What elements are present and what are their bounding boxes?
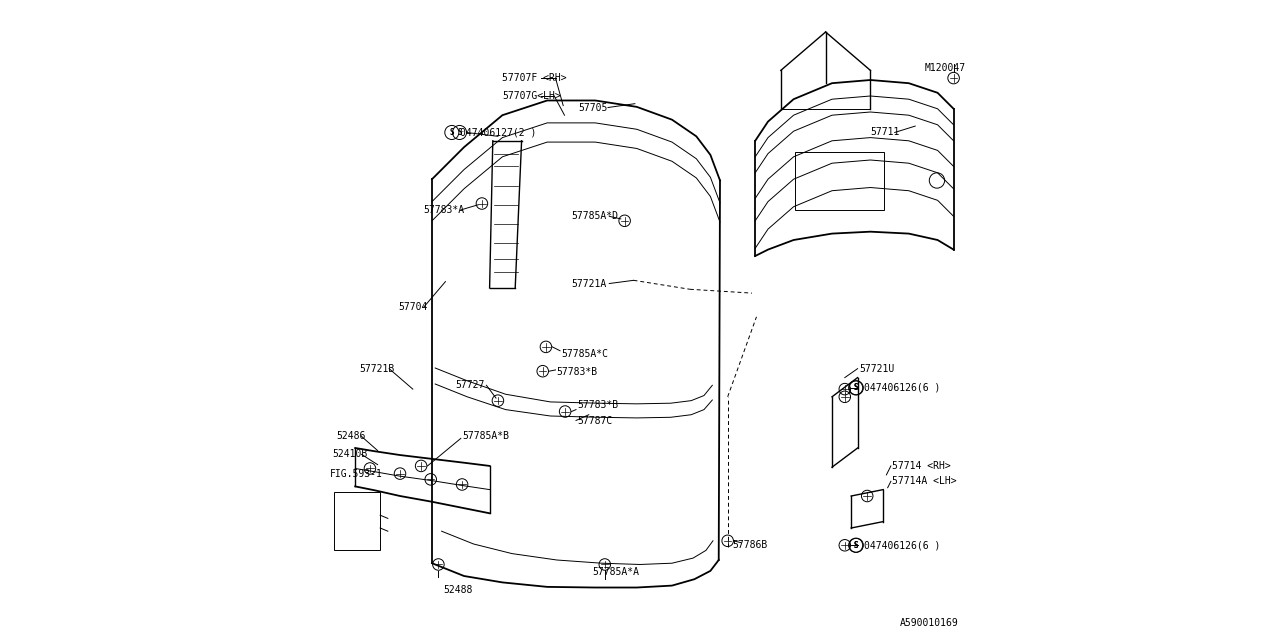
Text: 57705: 57705 xyxy=(579,102,608,113)
Text: S: S xyxy=(854,541,859,550)
Text: 57721A: 57721A xyxy=(571,278,607,289)
Text: 047406126(6 ): 047406126(6 ) xyxy=(864,540,941,550)
Text: 52486: 52486 xyxy=(335,431,365,442)
Text: 57721B: 57721B xyxy=(360,364,396,374)
Text: S: S xyxy=(449,128,454,137)
Text: 047406126(6 ): 047406126(6 ) xyxy=(864,383,941,393)
Text: 57786B: 57786B xyxy=(732,540,768,550)
Text: 57787C: 57787C xyxy=(577,416,613,426)
Text: A590010169: A590010169 xyxy=(900,618,959,628)
Text: 57707F <RH>: 57707F <RH> xyxy=(502,73,567,83)
Text: 047406127(2 ): 047406127(2 ) xyxy=(460,127,536,138)
Text: 57714 <RH>: 57714 <RH> xyxy=(891,461,950,471)
Text: M120047: M120047 xyxy=(924,63,966,74)
Text: 57711: 57711 xyxy=(870,127,900,138)
Text: S: S xyxy=(457,128,462,137)
Text: 57707G<LH>: 57707G<LH> xyxy=(502,91,561,101)
Text: FIG.593-1: FIG.593-1 xyxy=(330,468,383,479)
Text: 57785A*A: 57785A*A xyxy=(591,566,639,577)
Text: 52488: 52488 xyxy=(443,585,472,595)
Text: S: S xyxy=(854,541,858,550)
Text: 57704: 57704 xyxy=(398,302,428,312)
Text: 57714A <LH>: 57714A <LH> xyxy=(891,476,956,486)
Text: 57783*A: 57783*A xyxy=(424,205,465,215)
Text: 57727: 57727 xyxy=(456,380,485,390)
Text: 57785A*C: 57785A*C xyxy=(561,349,608,359)
Text: S: S xyxy=(854,383,859,392)
Text: 52410B: 52410B xyxy=(333,449,367,460)
Text: 57783*B: 57783*B xyxy=(577,400,618,410)
Text: 57785A*D: 57785A*D xyxy=(571,211,618,221)
Text: 57785A*B: 57785A*B xyxy=(462,431,509,442)
Text: 57721U: 57721U xyxy=(859,364,895,374)
Text: S: S xyxy=(854,383,858,392)
Text: 57783*B: 57783*B xyxy=(556,367,598,377)
